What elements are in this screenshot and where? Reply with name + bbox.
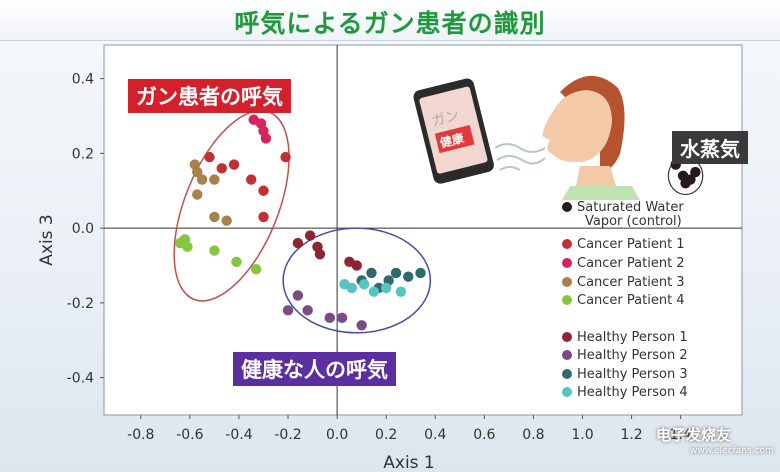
phone-illustration: ガン 健康 — [413, 78, 494, 184]
x-tick-label: -0.8 — [127, 427, 154, 443]
data-point — [260, 133, 272, 144]
legend-marker — [562, 239, 572, 249]
face-illustration — [542, 75, 640, 200]
data-point — [336, 312, 348, 324]
data-point — [209, 211, 220, 223]
data-point — [250, 264, 262, 275]
data-point — [280, 151, 291, 163]
legend-label: Cancer Patient 2 — [577, 256, 685, 271]
data-point — [395, 286, 407, 297]
data-point — [346, 282, 358, 294]
watermark-url: www.elecfans.com — [690, 446, 774, 456]
phone-text: ガン — [430, 108, 461, 130]
legend-label: Vapor (control) — [585, 214, 682, 229]
data-point — [209, 245, 220, 256]
data-point — [282, 305, 294, 316]
data-point — [204, 151, 215, 163]
data-point — [221, 215, 232, 226]
legend-marker — [562, 369, 572, 379]
x-tick-label: 1.2 — [620, 427, 642, 443]
healthy-breath-tag: 健康な人の呼気 — [233, 352, 396, 386]
data-point — [192, 189, 203, 200]
x-tick-label: 0.6 — [473, 427, 495, 443]
y-tick-label: 0.4 — [72, 72, 94, 88]
legend-marker — [562, 387, 572, 397]
data-point — [685, 174, 696, 185]
data-point — [390, 267, 402, 279]
legend-marker — [562, 332, 572, 342]
slide-title: 呼気によるガン患者の識別 — [234, 9, 546, 38]
y-tick-label: 0.0 — [72, 221, 94, 237]
x-tick-label: 1.0 — [571, 427, 593, 443]
breath-icon — [494, 143, 546, 171]
legend-label: Cancer Patient 1 — [577, 237, 685, 252]
data-point — [216, 163, 227, 174]
legend-label: Healthy Person 3 — [577, 367, 688, 382]
data-points — [174, 114, 701, 331]
phone-sub: 健康 — [438, 130, 466, 151]
water-vapor-tag: 水蒸気 — [672, 131, 748, 164]
data-point — [690, 166, 701, 178]
data-point — [209, 174, 220, 185]
x-tick-label: 0.2 — [375, 427, 397, 443]
data-point — [358, 278, 370, 290]
data-point — [351, 260, 362, 271]
healthy-cluster-ellipse — [282, 227, 432, 334]
data-point — [192, 166, 203, 178]
data-point — [368, 286, 380, 297]
data-point — [415, 267, 426, 279]
data-point — [182, 241, 193, 253]
data-point — [258, 185, 269, 196]
axis-ticks: -0.8 -0.6 -0.4 -0.2 0.0 0.2 0.4 0.6 0.8 1.0 1.2 1.4… — [67, 72, 692, 443]
legend-label: Healthy Person 4 — [577, 385, 688, 400]
legend-label: Healthy Person 2 — [577, 348, 688, 363]
data-point — [258, 211, 269, 223]
cancer-breath-tag: ガン患者の呼気 — [128, 79, 291, 113]
x-tick-label: -0.2 — [274, 427, 301, 443]
legend-marker — [562, 202, 572, 212]
data-point — [292, 237, 304, 249]
data-point — [380, 282, 392, 294]
watermark-logo: 电子发烧友 — [656, 426, 732, 444]
data-point — [231, 256, 242, 267]
x-tick-label: 0.0 — [326, 427, 348, 443]
data-point — [292, 290, 304, 301]
data-point — [228, 159, 240, 170]
legend-marker — [562, 295, 572, 305]
legend-label: Cancer Patient 3 — [577, 275, 685, 290]
x-tick-label: 1.4 — [670, 427, 692, 443]
title-bar: 呼気によるガン患者の識別 — [0, 0, 780, 41]
legend-label: Cancer Patient 4 — [577, 293, 685, 308]
data-point — [304, 230, 316, 241]
x-tick-label: -0.4 — [225, 427, 252, 443]
legend-label: Saturated Water — [577, 200, 684, 215]
legend-label: Healthy Person 1 — [577, 330, 688, 345]
y-tick-label: -0.2 — [67, 296, 94, 312]
y-axis-label: Axis 3 — [37, 214, 57, 266]
data-point — [403, 271, 414, 282]
x-tick-label: -0.6 — [176, 427, 203, 443]
x-axis-label: Axis 1 — [383, 453, 435, 472]
data-point — [302, 305, 313, 316]
data-point — [314, 249, 326, 260]
legend-marker — [562, 350, 572, 360]
data-point — [356, 320, 367, 331]
data-point — [246, 174, 257, 185]
legend-marker — [562, 277, 572, 287]
legend-marker — [562, 258, 572, 268]
y-tick-label: -0.4 — [67, 371, 94, 387]
data-point — [324, 312, 335, 324]
x-tick-label: 0.8 — [522, 427, 544, 443]
data-point — [366, 267, 377, 279]
data-point — [196, 174, 208, 185]
y-tick-label: 0.2 — [72, 146, 94, 162]
x-tick-label: 0.4 — [424, 427, 446, 443]
